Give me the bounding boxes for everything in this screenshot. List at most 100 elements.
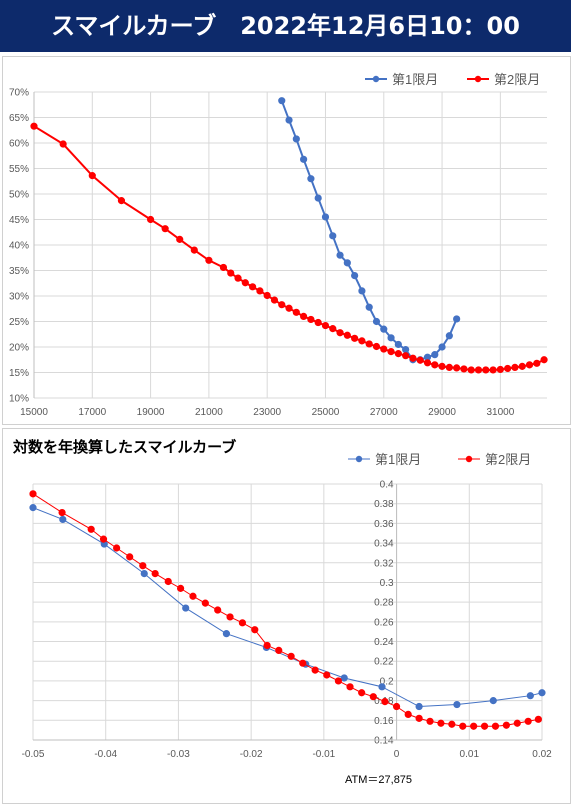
data-point [513, 719, 521, 727]
x-tick-label: 31000 [486, 407, 514, 418]
data-point [358, 689, 366, 697]
data-point [314, 318, 322, 327]
data-point [415, 714, 423, 722]
data-point [448, 720, 456, 728]
data-point [222, 630, 231, 638]
data-point [431, 361, 439, 369]
y-tick-label: 0.2 [380, 676, 394, 687]
data-point [59, 515, 67, 524]
data-point [538, 689, 546, 697]
data-point [126, 553, 134, 561]
data-point [381, 697, 389, 706]
data-point [467, 366, 475, 374]
data-point [256, 287, 264, 295]
data-point [99, 535, 108, 543]
y-tick-label: 0.26 [374, 617, 394, 628]
data-point [321, 321, 330, 330]
y-tick-label: 0.4 [380, 480, 394, 491]
data-point [351, 272, 359, 280]
data-point [139, 562, 147, 570]
y-tick-label: 50% [9, 190, 29, 201]
data-point [459, 722, 467, 730]
data-point [394, 350, 402, 358]
data-point [190, 246, 198, 254]
data-point [299, 659, 307, 667]
data-point [474, 366, 483, 374]
data-point [177, 584, 185, 592]
data-point [278, 97, 286, 105]
data-point [117, 197, 126, 205]
data-point [214, 606, 222, 614]
data-point [189, 592, 197, 600]
y-tick-label: 40% [9, 241, 29, 252]
data-point [404, 710, 412, 718]
data-point [287, 652, 295, 660]
data-point [336, 251, 344, 259]
data-point [358, 337, 366, 345]
x-tick-label: 0.01 [460, 749, 480, 760]
data-point [534, 715, 542, 723]
data-point [460, 365, 468, 373]
data-point [480, 722, 489, 730]
data-point [365, 340, 373, 348]
data-point [416, 356, 424, 364]
data-point [343, 331, 351, 339]
data-point [161, 225, 169, 233]
data-point [511, 363, 519, 371]
y-tick-label: 0.32 [374, 558, 394, 569]
data-point [58, 508, 66, 517]
y-tick-label: 65% [9, 113, 29, 124]
data-point [285, 304, 293, 312]
data-point [438, 343, 446, 351]
y-tick-label: 45% [9, 215, 29, 226]
data-point [431, 351, 439, 359]
data-point [226, 613, 234, 621]
data-point [392, 702, 401, 711]
x-tick-label: 21000 [195, 407, 223, 418]
data-point [275, 646, 283, 654]
series-line [32, 507, 543, 708]
data-point [263, 291, 271, 300]
data-point [249, 283, 257, 291]
data-point [113, 544, 121, 552]
data-point [285, 116, 293, 124]
data-point [321, 213, 330, 221]
data-point [482, 366, 490, 374]
y-tick-label: 0.38 [374, 499, 394, 510]
data-point [387, 347, 395, 356]
x-tick-label: -0.02 [240, 749, 263, 760]
y-tick-label: 60% [9, 139, 29, 150]
legend-marker [372, 75, 380, 83]
data-point [372, 317, 381, 326]
data-point [307, 175, 315, 183]
data-point [445, 363, 453, 371]
y-tick-label: 0.24 [374, 637, 394, 648]
x-tick-label: -0.04 [94, 749, 117, 760]
y-tick-label: 55% [9, 164, 29, 175]
data-point [380, 325, 388, 333]
data-point [311, 666, 319, 674]
legend-label: 第2限月 [485, 452, 531, 467]
data-point [489, 366, 497, 374]
data-point [496, 365, 504, 374]
y-tick-label: 0.22 [374, 657, 394, 668]
data-point [402, 345, 410, 354]
data-point [182, 604, 190, 612]
log-annualized-smile-panel: 対数を年換算したスマイルカーブ 0.140.160.180.20.220.240… [2, 428, 571, 804]
y-tick-label: 0.14 [374, 736, 394, 747]
y-tick-label: 35% [9, 266, 29, 277]
x-tick-label: 0 [394, 749, 400, 760]
series-line [33, 125, 545, 371]
x-tick-label: -0.03 [167, 749, 190, 760]
data-point [234, 274, 242, 282]
data-point [365, 303, 373, 311]
data-point [533, 359, 541, 367]
data-point [29, 504, 37, 512]
data-point [334, 677, 342, 685]
y-tick-label: 0.28 [374, 598, 394, 609]
banner-title: スマイルカーブ 2022年12月6日10：00 [0, 0, 571, 52]
y-tick-label: 10% [9, 394, 29, 405]
chart-title: 対数を年換算したスマイルカーブ [13, 439, 237, 456]
x-tick-label: 23000 [253, 407, 281, 418]
data-point [453, 700, 461, 709]
